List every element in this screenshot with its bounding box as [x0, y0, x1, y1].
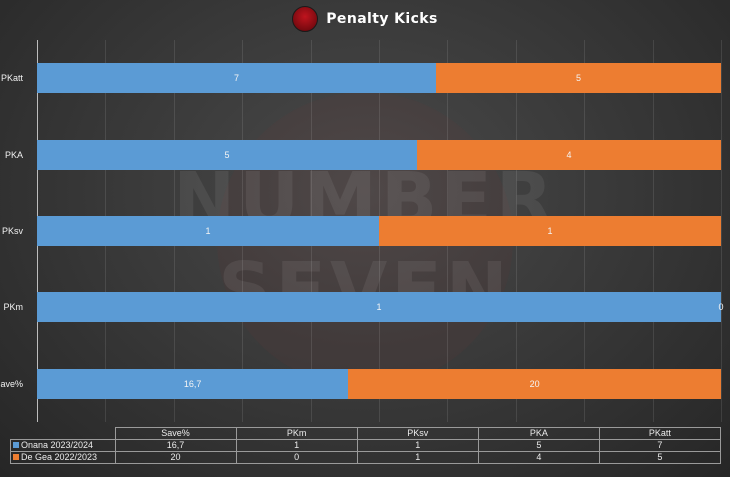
table-cell: 5 — [477, 439, 600, 452]
data-label: 4 — [566, 149, 572, 160]
plot-area: PKatt 7 5 PKA 5 4 PKsv 1 1 PKm 1 0 Save% 16,7 20 — [0, 40, 724, 422]
table-column-header: PKA — [477, 427, 600, 440]
table-corner — [10, 427, 116, 440]
data-label: 7 — [233, 73, 240, 84]
bar-segment: 5 — [37, 139, 417, 170]
number-seven-logo — [292, 6, 319, 32]
category-label: PKm — [3, 302, 23, 313]
table-cell: 1 — [356, 439, 479, 452]
legend-swatch — [13, 454, 19, 460]
data-label: 0 — [718, 302, 724, 313]
data-label: 20 — [529, 378, 540, 389]
data-label: 1 — [547, 226, 553, 236]
bar-segment: 1 — [379, 216, 721, 246]
table-column-header: Save% — [114, 427, 237, 440]
legend-entry: De Gea 2022/2023 — [10, 451, 116, 464]
table-column-header: PKatt — [598, 427, 722, 440]
category-label: PKA — [4, 149, 23, 160]
data-label: 5 — [224, 149, 230, 160]
table-row: De Gea 2022/2023 20 0 1 4 5 — [10, 451, 722, 464]
table-row: Onana 2023/2024 16,7 1 1 5 7 — [10, 439, 722, 452]
table-column-header: PKm — [235, 427, 358, 440]
data-label: 16,7 — [183, 378, 202, 389]
table-cell: 16,7 — [114, 439, 237, 452]
category-label: PKatt — [0, 73, 23, 84]
table-cell: 0 — [235, 451, 358, 464]
legend-swatch — [13, 442, 19, 448]
table-cell: 5 — [598, 451, 722, 464]
table-cell: 7 — [598, 439, 722, 452]
chart-header: Penalty Kicks — [0, 6, 730, 32]
table-column-header: PKsv — [356, 427, 479, 440]
bar-segment: 16,7 — [37, 368, 349, 399]
data-label: 1 — [376, 302, 382, 313]
bar-segment: 1 — [37, 292, 721, 323]
bar-segment: 5 — [436, 63, 721, 94]
table-cell: 1 — [235, 439, 358, 452]
legend-entry: Onana 2023/2024 — [10, 439, 116, 452]
table-cell: 1 — [356, 451, 479, 464]
table-cell: 20 — [114, 451, 237, 464]
bar-segment: 20 — [348, 368, 721, 399]
category-label: Save% — [0, 378, 23, 389]
grid-line — [721, 40, 722, 422]
category-label: PKsv — [1, 226, 23, 236]
bar-segment: 7 — [37, 63, 436, 94]
chart-title: Penalty Kicks — [326, 11, 438, 27]
table-cell: 4 — [477, 451, 600, 464]
bar-segment: 4 — [417, 139, 721, 170]
bar-segment: 1 — [37, 216, 379, 246]
data-label: 1 — [205, 226, 211, 236]
data-label: 5 — [575, 73, 582, 84]
data-table: Save% PKm PKsv PKA PKatt Onana 2023/2024 16,7… — [10, 427, 722, 464]
